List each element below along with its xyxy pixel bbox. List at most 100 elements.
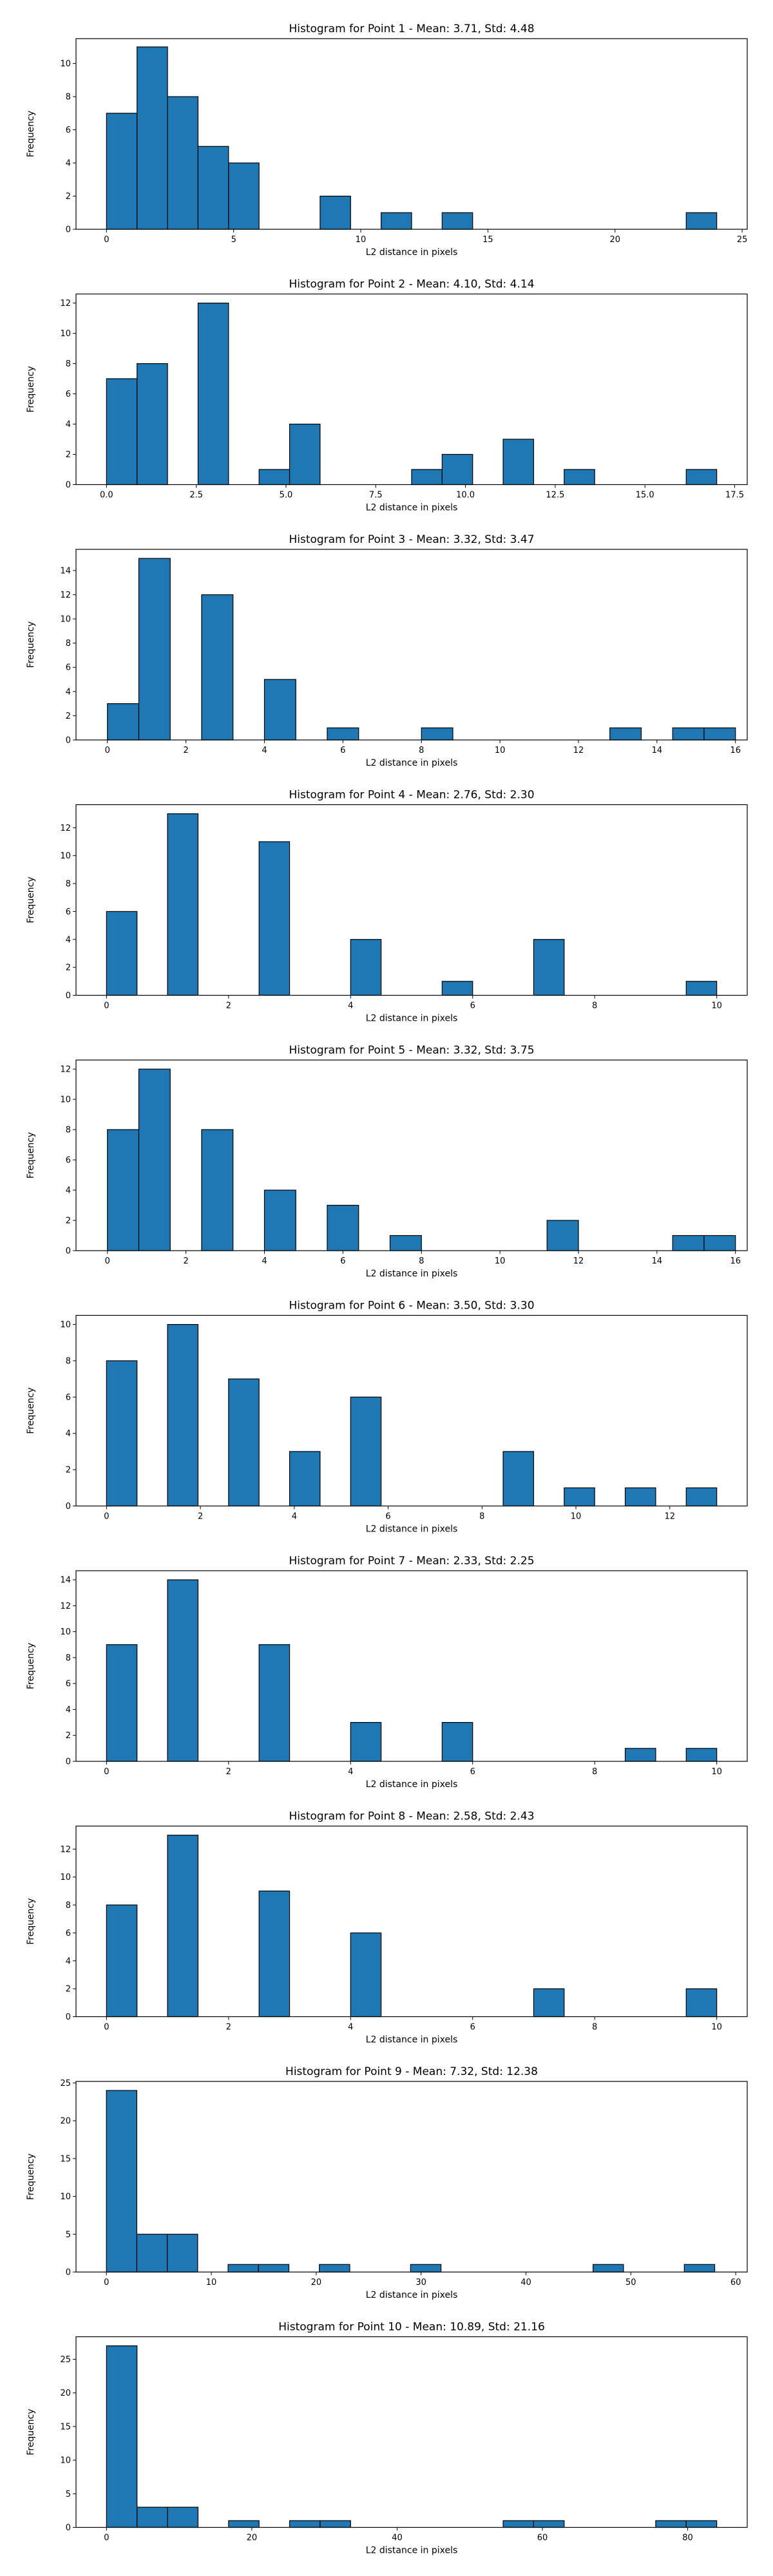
x-tick-label: 2 [183, 746, 188, 755]
histogram-bar [533, 939, 565, 996]
x-tick-label: 10 [356, 235, 367, 245]
y-tick-label: 4 [66, 159, 71, 169]
histogram-bar [350, 1396, 382, 1507]
x-tick-label: 0 [104, 1512, 109, 1522]
histogram-bar [258, 1644, 291, 1762]
x-tick-label: 12 [573, 1256, 584, 1266]
histogram-bar [227, 2264, 259, 2273]
x-tick-label: 20 [311, 2278, 322, 2287]
x-tick-label: 40 [392, 2533, 403, 2543]
histogram-bar [106, 113, 138, 230]
y-tick-label: 8 [66, 880, 71, 889]
x-tick-label: 8 [419, 1256, 424, 1266]
x-tick-label: 8 [592, 1767, 597, 1777]
histogram-bar [672, 727, 705, 741]
histogram-bar [289, 2520, 321, 2528]
y-tick-label: 4 [66, 1705, 71, 1715]
histogram-bar [106, 1644, 138, 1762]
y-tick-label: 10 [60, 1095, 71, 1105]
histogram-bar [320, 2520, 351, 2528]
x-tick-label: 60 [537, 2533, 548, 2543]
plot-frame [75, 38, 748, 230]
x-tick-label: 20 [609, 235, 620, 245]
y-tick-label: 15 [60, 2422, 71, 2432]
histogram-panel-2: Histogram for Point 2 - Mean: 4.10, Std:… [26, 278, 748, 513]
y-tick-label: 10 [60, 1627, 71, 1637]
plot-frame [75, 804, 748, 996]
x-tick-label: 0.0 [100, 491, 113, 500]
histogram-bar [350, 939, 382, 996]
chart-title: Histogram for Point 4 - Mean: 2.76, Std:… [289, 789, 534, 802]
x-tick-label: 17.5 [725, 491, 744, 500]
y-tick-label: 2 [66, 1466, 71, 1475]
y-tick-label: 2 [66, 1985, 71, 1994]
histogram-bar [258, 2264, 290, 2273]
x-tick-label: 16 [730, 1256, 741, 1266]
histogram-bar [258, 841, 291, 996]
x-tick-label: 4 [348, 1001, 353, 1011]
y-tick-label: 5 [66, 2490, 71, 2499]
x-axis-label: L2 distance in pixels [366, 2035, 458, 2045]
y-tick-label: 6 [66, 1680, 71, 1689]
histogram-bar [167, 813, 199, 996]
x-axis-label: L2 distance in pixels [366, 1779, 458, 1790]
histogram-bar [137, 2506, 168, 2528]
histogram-bar [106, 2345, 138, 2528]
y-tick-label: 12 [60, 299, 71, 308]
y-tick-label: 6 [66, 390, 71, 399]
y-tick-label: 2 [66, 1731, 71, 1741]
x-axis-label: L2 distance in pixels [366, 247, 458, 258]
y-tick-label: 0 [66, 736, 71, 746]
histogram-bar [655, 2520, 687, 2528]
y-tick-label: 5 [66, 2230, 71, 2240]
x-tick-label: 80 [682, 2533, 693, 2543]
histogram-bar [263, 679, 296, 741]
x-tick-label: 40 [520, 2278, 531, 2287]
y-tick-label: 10 [60, 851, 71, 861]
x-tick-label: 10 [495, 746, 506, 755]
histogram-bar [685, 1748, 718, 1762]
x-tick-label: 10 [495, 1256, 506, 1266]
histogram-bar [136, 2233, 168, 2273]
x-tick-label: 0 [105, 1256, 110, 1266]
histogram-bar [410, 2264, 442, 2273]
x-tick-label: 12 [664, 1512, 675, 1522]
y-tick-label: 0 [66, 1247, 71, 1256]
y-axis-label: Frequency [26, 2409, 36, 2455]
histogram-bar [685, 981, 718, 996]
x-tick-label: 7.5 [369, 491, 383, 500]
y-tick-label: 10 [60, 1320, 71, 1330]
histogram-bar [106, 911, 138, 996]
x-tick-label: 10 [711, 2023, 722, 2032]
histogram-bar [411, 469, 443, 486]
x-axis-label: L2 distance in pixels [366, 1524, 458, 1535]
y-tick-label: 10 [60, 329, 71, 339]
histogram-bar [624, 1487, 656, 1507]
x-tick-label: 0 [104, 235, 109, 245]
x-tick-label: 8 [419, 746, 424, 755]
y-tick-label: 4 [66, 1429, 71, 1439]
x-tick-label: 0 [104, 1767, 109, 1777]
plot-frame [75, 2081, 748, 2273]
chart-title: Histogram for Point 1 - Mean: 3.71, Std:… [289, 23, 534, 35]
histogram-bar [106, 2090, 138, 2273]
x-tick-label: 15.0 [636, 491, 654, 500]
y-tick-label: 8 [66, 1653, 71, 1663]
chart-title: Histogram for Point 2 - Mean: 4.10, Std:… [289, 278, 534, 291]
histogram-bar [389, 1235, 422, 1251]
histogram-bar [167, 1579, 199, 1762]
histogram-bar [441, 212, 473, 230]
y-tick-label: 2 [66, 712, 71, 721]
x-tick-label: 0 [105, 746, 110, 755]
y-tick-label: 2 [66, 963, 71, 973]
x-axis-label: L2 distance in pixels [366, 1014, 458, 1024]
histogram-bar [609, 727, 642, 741]
histogram-bar [167, 2506, 199, 2528]
x-tick-label: 4 [262, 746, 267, 755]
x-tick-label: 10 [571, 1512, 582, 1522]
x-tick-label: 2 [226, 1767, 231, 1777]
x-tick-label: 0 [104, 2023, 109, 2032]
chart-title: Histogram for Point 3 - Mean: 3.32, Std:… [289, 533, 534, 546]
chart-title: Histogram for Point 5 - Mean: 3.32, Std:… [289, 1044, 534, 1057]
